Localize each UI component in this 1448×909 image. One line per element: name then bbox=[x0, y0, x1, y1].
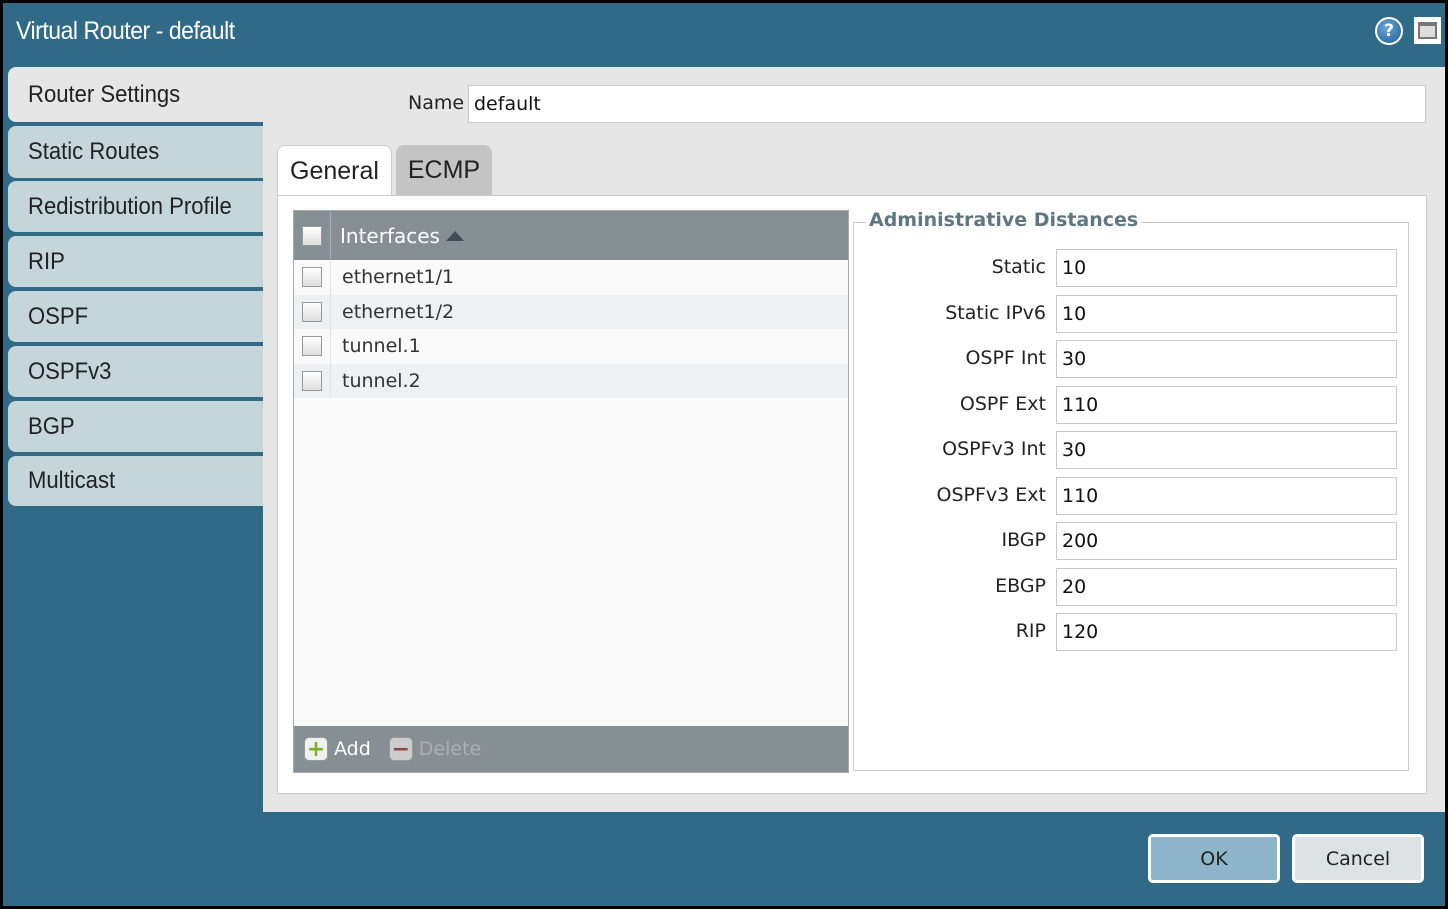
row-checkbox[interactable] bbox=[302, 267, 322, 288]
sidebar-item-ospfv3[interactable]: OSPFv3 bbox=[8, 346, 263, 397]
row-checkbox[interactable] bbox=[302, 370, 322, 391]
interface-name: tunnel.2 bbox=[342, 369, 421, 392]
add-button[interactable]: Add bbox=[334, 738, 371, 760]
distance-label: Static IPv6 bbox=[945, 301, 1046, 324]
sidebar-item-rip[interactable]: RIP bbox=[8, 236, 263, 287]
dialog-title: Virtual Router - default bbox=[16, 17, 235, 45]
distance-label: OSPFv3 Ext bbox=[936, 483, 1046, 506]
distance-label: OSPF Ext bbox=[959, 392, 1046, 415]
table-row[interactable]: tunnel.2 bbox=[294, 363, 848, 398]
name-input[interactable]: default bbox=[468, 85, 1426, 123]
distance-label: IBGP bbox=[1001, 529, 1047, 551]
distance-label: OSPFv3 Int bbox=[942, 438, 1046, 460]
virtual-router-dialog: Virtual Router - default ? Router Settin… bbox=[3, 3, 1445, 906]
sidebar-item-label: OSPF bbox=[28, 302, 89, 330]
tab-general[interactable]: General bbox=[277, 145, 392, 197]
add-icon[interactable]: + bbox=[304, 737, 328, 762]
sidebar-item-label: Static Routes bbox=[28, 138, 160, 165]
sidebar-item-multicast[interactable]: Multicast bbox=[8, 456, 263, 506]
distance-label: OSPF Int bbox=[965, 347, 1046, 369]
help-icon[interactable]: ? bbox=[1375, 17, 1403, 45]
sort-ascending-icon[interactable] bbox=[445, 230, 464, 241]
distance-input-ospf-int[interactable]: 30 bbox=[1056, 340, 1397, 378]
sidebar-item-label: Redistribution Profile bbox=[28, 192, 232, 220]
distance-label: RIP bbox=[1015, 620, 1046, 642]
administrative-distances-fieldset: Administrative Distances Static 10 Static … bbox=[853, 209, 1409, 771]
distance-input-static[interactable]: 10 bbox=[1056, 249, 1397, 287]
sidebar-item-label: OSPFv3 bbox=[28, 357, 112, 385]
sidebar-item-bgp[interactable]: BGP bbox=[8, 401, 263, 452]
sidebar-item-label: Router Settings bbox=[28, 80, 181, 108]
sidebar-item-router-settings[interactable]: Router Settings bbox=[8, 67, 263, 122]
table-row[interactable]: tunnel.1 bbox=[294, 329, 848, 364]
sidebar-item-label: BGP bbox=[28, 412, 75, 440]
maximize-icon[interactable] bbox=[1414, 17, 1441, 44]
sidebar-item-redistribution-profile[interactable]: Redistribution Profile bbox=[8, 181, 263, 232]
distance-label: EBGP bbox=[995, 574, 1046, 597]
distance-input-ebgp[interactable]: 20 bbox=[1056, 567, 1397, 606]
distance-label: Static bbox=[991, 256, 1046, 278]
row-checkbox[interactable] bbox=[302, 301, 322, 322]
tab-ecmp[interactable]: ECMP bbox=[396, 145, 492, 196]
interface-name: tunnel.1 bbox=[342, 335, 421, 358]
distance-input-ospfv3-ext[interactable]: 110 bbox=[1056, 476, 1397, 515]
sidebar-item-label: Multicast bbox=[28, 467, 116, 494]
general-tab-content: Interfaces ethernet1/1 ethernet1/2 tunnel.… bbox=[277, 195, 1427, 794]
sidebar-item-ospf[interactable]: OSPF bbox=[8, 291, 263, 342]
sidebar-item-label: RIP bbox=[28, 247, 65, 275]
grid-header: Interfaces bbox=[294, 211, 848, 260]
name-label: Name bbox=[408, 92, 465, 114]
administrative-distances-legend: Administrative Distances bbox=[866, 209, 1142, 231]
row-checkbox[interactable] bbox=[302, 336, 322, 357]
cancel-button[interactable]: Cancel bbox=[1292, 834, 1424, 883]
distance-input-ospfv3-int[interactable]: 30 bbox=[1056, 431, 1397, 469]
interfaces-column-header[interactable]: Interfaces bbox=[340, 223, 440, 248]
interface-name: ethernet1/2 bbox=[342, 300, 455, 323]
distance-input-static-ipv6[interactable]: 10 bbox=[1056, 294, 1397, 333]
distance-input-ospf-ext[interactable]: 110 bbox=[1056, 385, 1397, 424]
distance-input-rip[interactable]: 120 bbox=[1056, 613, 1397, 651]
interface-name: ethernet1/1 bbox=[342, 266, 455, 289]
distance-input-ibgp[interactable]: 200 bbox=[1056, 522, 1397, 560]
grid-toolbar: + Add − Delete bbox=[294, 726, 848, 772]
sidebar-item-static-routes[interactable]: Static Routes bbox=[8, 126, 263, 178]
router-settings-panel: Name default General ECMP Interfaces eth… bbox=[263, 67, 1445, 812]
delete-button: Delete bbox=[418, 738, 482, 760]
table-row[interactable]: ethernet1/2 bbox=[294, 294, 848, 329]
interfaces-grid: Interfaces ethernet1/1 ethernet1/2 tunnel.… bbox=[293, 210, 849, 773]
table-row[interactable]: ethernet1/1 bbox=[294, 260, 848, 295]
ok-button[interactable]: OK bbox=[1148, 834, 1280, 883]
delete-icon: − bbox=[388, 737, 413, 762]
select-all-checkbox[interactable] bbox=[302, 225, 322, 246]
